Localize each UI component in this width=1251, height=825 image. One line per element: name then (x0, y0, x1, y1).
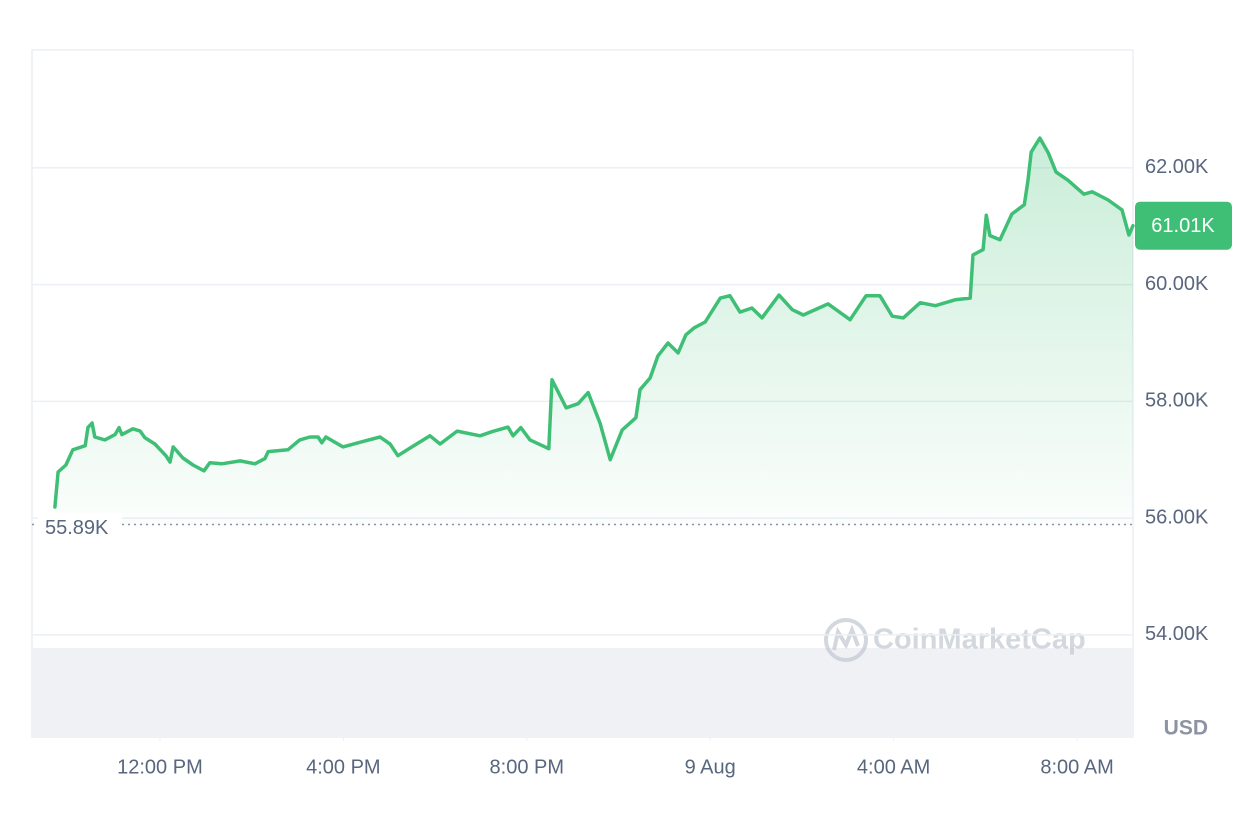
reference-label-bg (38, 512, 122, 537)
volume-band (32, 648, 1133, 737)
y-tick-label: 58.00K (1145, 390, 1209, 412)
watermark: CoinMarketCap (824, 618, 1086, 662)
price-line (53, 136, 1135, 509)
x-tick-label: 12:00 PM (117, 756, 203, 778)
last-price-tag (1135, 201, 1232, 250)
currency-label: USD (1164, 717, 1208, 740)
x-tick-label: 4:00 PM (306, 756, 380, 778)
x-tick-label: 8:00 PM (490, 756, 564, 778)
x-tick-label: 4:00 AM (857, 756, 930, 778)
last-price-label: 61.01K (1151, 215, 1215, 237)
y-tick-label: 62.00K (1145, 156, 1209, 178)
price-area (54, 138, 1133, 525)
y-tick-label: 54.00K (1145, 623, 1209, 645)
reference-label: 55.89K (45, 517, 109, 539)
watermark-icon (824, 618, 868, 662)
watermark-text: CoinMarketCap (873, 624, 1086, 656)
x-tick-label: 8:00 AM (1040, 756, 1113, 778)
y-tick-label: 60.00K (1145, 273, 1209, 295)
watermark-icon-mark (832, 624, 860, 651)
x-tick-label: 9 Aug (685, 756, 736, 778)
y-tick-label: 56.00K (1145, 506, 1209, 528)
